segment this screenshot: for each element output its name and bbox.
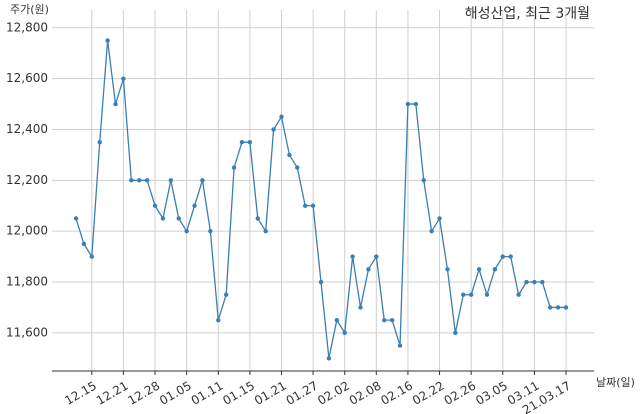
point <box>302 203 308 208</box>
point <box>397 343 403 348</box>
point <box>176 216 181 221</box>
point <box>223 292 229 297</box>
point <box>366 267 371 272</box>
y-tick-label: 12,000 <box>6 224 48 238</box>
point <box>445 267 450 272</box>
y-tick-label: 12,800 <box>6 20 48 34</box>
point <box>563 305 569 310</box>
x-tick-label: 02.02 <box>315 379 352 408</box>
point <box>382 317 387 323</box>
point <box>239 139 245 145</box>
x-tick-label: 03.05 <box>473 379 510 408</box>
point <box>532 279 537 285</box>
y-axis-label: 주가(원) <box>10 3 49 16</box>
x-tick-label: 01.27 <box>284 379 321 408</box>
point <box>144 178 150 183</box>
point <box>247 139 253 145</box>
point <box>421 178 426 183</box>
point <box>350 254 355 259</box>
point <box>200 178 205 183</box>
point <box>137 178 142 183</box>
point <box>374 254 379 259</box>
point <box>121 76 126 81</box>
y-tick-label: 12,200 <box>6 173 48 187</box>
point <box>271 127 276 132</box>
point <box>334 317 340 323</box>
point <box>413 101 419 107</box>
point <box>231 165 237 170</box>
point <box>405 101 411 107</box>
x-tick-label: 01.05 <box>157 379 194 408</box>
line <box>75 40 566 359</box>
point <box>453 330 458 336</box>
point <box>484 292 490 297</box>
point <box>184 228 189 234</box>
point <box>524 279 529 285</box>
point <box>168 178 174 183</box>
x-tick-label: 01.21 <box>252 379 289 408</box>
point <box>342 330 347 336</box>
y-tick-label: 11,800 <box>6 275 48 289</box>
point <box>429 228 434 234</box>
x-axis-label: 날짜(일) <box>596 375 635 389</box>
point <box>255 216 260 221</box>
x-tick-label: 02.16 <box>378 379 415 408</box>
point <box>113 101 118 107</box>
point <box>461 292 466 297</box>
point <box>279 114 284 119</box>
point <box>192 203 197 208</box>
y-tick-label: 12,400 <box>6 122 48 136</box>
point <box>216 317 221 323</box>
point <box>105 38 110 43</box>
point <box>160 216 166 221</box>
point <box>555 305 561 310</box>
point <box>287 152 292 158</box>
point <box>492 267 498 272</box>
x-tick-label: 12.15 <box>62 379 99 408</box>
point <box>97 139 102 145</box>
point <box>326 356 332 361</box>
x-tick-label: 02.22 <box>410 379 447 408</box>
point <box>81 241 87 247</box>
point <box>310 203 316 208</box>
point <box>516 292 521 297</box>
point <box>468 292 474 297</box>
point <box>152 203 158 208</box>
chart-title: 해성산업, 최근 3개월 <box>465 6 590 22</box>
point <box>208 228 213 234</box>
x-tick-label: 02.26 <box>442 379 479 408</box>
point <box>437 216 442 221</box>
x-tick-label: 12.28 <box>126 379 163 408</box>
point <box>129 178 134 183</box>
x-tick-label: 02.08 <box>347 379 384 408</box>
point <box>547 305 553 310</box>
point <box>508 254 513 259</box>
point <box>73 216 79 221</box>
x-tick-label: 12.21 <box>94 379 131 408</box>
y-tick-label: 12,600 <box>6 71 48 85</box>
point <box>389 317 395 323</box>
point <box>540 279 545 285</box>
point <box>500 254 505 259</box>
point <box>89 254 95 259</box>
point <box>476 267 482 272</box>
x-tick-label: 01.15 <box>220 379 257 408</box>
point <box>263 228 268 234</box>
point <box>358 305 363 310</box>
point <box>318 279 324 285</box>
y-tick-label: 11,600 <box>6 325 48 339</box>
point <box>295 165 300 170</box>
x-tick-label: 01.11 <box>189 379 226 408</box>
